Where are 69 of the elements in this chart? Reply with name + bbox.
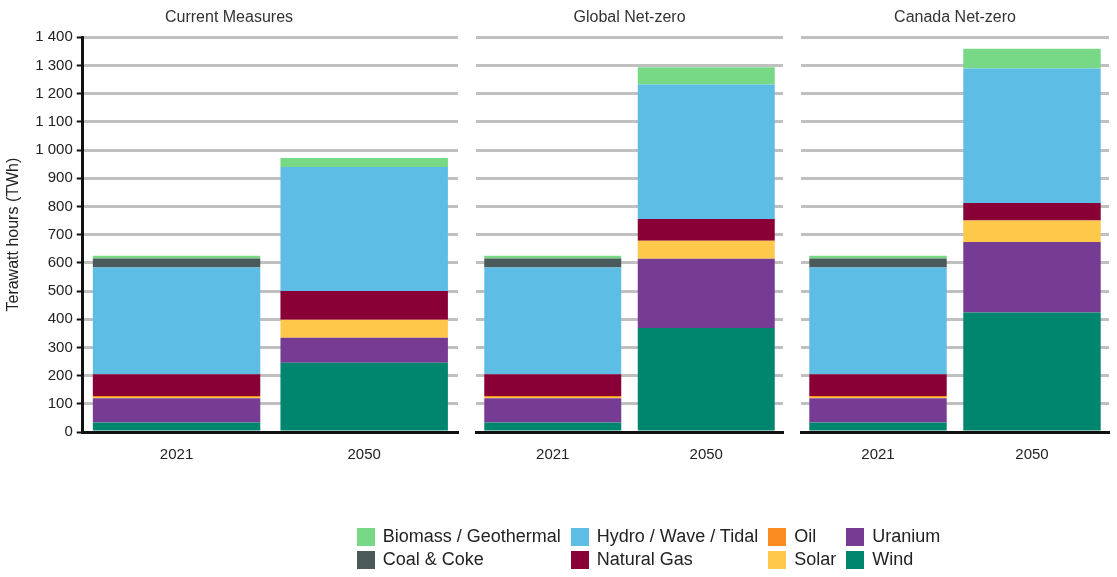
bar xyxy=(280,337,448,363)
y-tick-label: 500 xyxy=(47,281,73,299)
bar xyxy=(963,220,1101,242)
bar xyxy=(637,67,775,85)
bar xyxy=(963,48,1101,69)
y-tick-label: 100 xyxy=(47,393,73,411)
bar xyxy=(637,219,775,241)
y-axis-title: Terawatt hours (TWh) xyxy=(4,157,22,312)
bar xyxy=(280,291,448,320)
y-tick-label: 1 000 xyxy=(35,140,73,158)
bar xyxy=(92,374,261,396)
legend-label: Solar xyxy=(794,549,837,570)
y-tick-label: 200 xyxy=(47,365,73,383)
x-tick-label: 2050 xyxy=(689,445,723,463)
legend-label: Hydro / Wave / Tidal xyxy=(596,526,759,547)
x-tick-label: 2050 xyxy=(347,445,381,463)
bar xyxy=(92,422,261,431)
bar xyxy=(280,166,448,291)
bar xyxy=(637,258,775,328)
bar xyxy=(963,68,1101,204)
bar xyxy=(484,258,622,268)
legend-label: Oil xyxy=(794,526,817,547)
bar xyxy=(809,398,947,423)
bar xyxy=(809,267,947,375)
bar xyxy=(637,327,775,431)
y-tick-label: 900 xyxy=(47,168,73,186)
bar xyxy=(484,398,622,423)
bar xyxy=(280,362,448,431)
bar xyxy=(637,240,775,259)
y-tick-label: 1 100 xyxy=(35,111,73,129)
x-tick-label: 2021 xyxy=(861,445,895,463)
bar xyxy=(92,267,261,375)
legend-label: Coal & Coke xyxy=(382,549,484,570)
y-tick-label: 1 200 xyxy=(35,83,73,101)
bar xyxy=(809,422,947,431)
chart-title: Canada Net-zero xyxy=(894,8,1017,26)
chart-title: Current Measures xyxy=(164,8,294,26)
bar xyxy=(280,157,448,167)
bar xyxy=(963,312,1101,431)
bar xyxy=(484,267,622,375)
y-tick-label: 0 xyxy=(64,422,73,440)
bar xyxy=(963,241,1101,313)
bar xyxy=(809,258,947,268)
legend-label: Uranium xyxy=(872,526,941,547)
y-tick-label: 1 300 xyxy=(35,55,73,73)
y-tick-label: 300 xyxy=(47,337,73,355)
chart-title: Global Net-zero xyxy=(573,8,686,26)
x-tick-label: 2021 xyxy=(159,445,194,463)
y-tick-label: 800 xyxy=(47,196,73,214)
y-tick-label: 700 xyxy=(47,224,73,242)
legend-label: Biomass / Geothermal xyxy=(382,526,561,547)
bar xyxy=(484,255,622,259)
bar xyxy=(484,422,622,431)
y-tick-label: 600 xyxy=(47,252,73,270)
legend-label: Wind xyxy=(872,549,914,570)
y-tick-label: 1 400 xyxy=(35,27,73,45)
bar xyxy=(92,398,261,423)
bar xyxy=(809,374,947,396)
x-tick-label: 2021 xyxy=(536,445,570,463)
bar xyxy=(280,319,448,338)
legend-label: Natural Gas xyxy=(596,549,693,570)
bar xyxy=(963,203,1101,221)
x-tick-label: 2050 xyxy=(1015,445,1049,463)
bar xyxy=(809,255,947,259)
bar xyxy=(92,258,261,268)
bar xyxy=(92,255,261,259)
y-tick-label: 400 xyxy=(47,309,73,327)
bar xyxy=(484,374,622,396)
bar xyxy=(637,84,775,220)
